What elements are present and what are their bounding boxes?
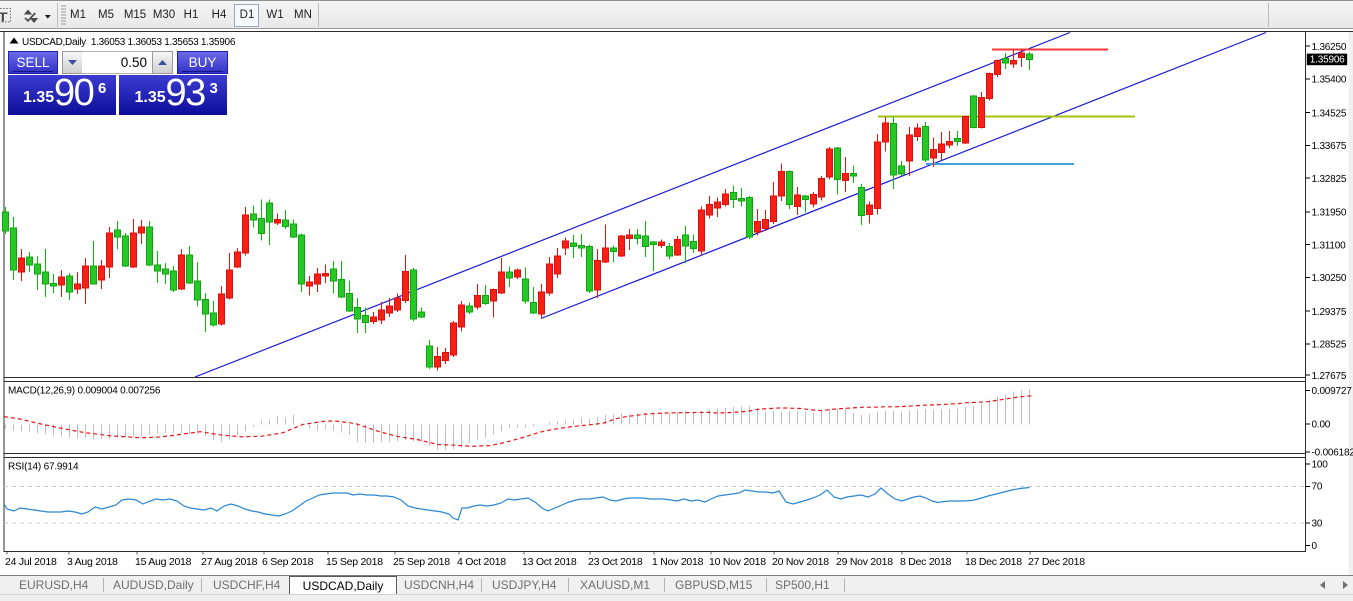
svg-text:1.30250: 1.30250 — [1312, 273, 1347, 284]
svg-text:1.33675: 1.33675 — [1312, 141, 1347, 152]
svg-text:1.35400: 1.35400 — [1312, 75, 1347, 86]
svg-text:1.28525: 1.28525 — [1312, 340, 1347, 351]
svg-text:MACD(12,26,9) 0.009004 0.00725: MACD(12,26,9) 0.009004 0.007256 — [8, 386, 161, 397]
svg-text:10 Nov 2018: 10 Nov 2018 — [709, 556, 766, 568]
svg-text:27 Dec 2018: 27 Dec 2018 — [1028, 556, 1085, 568]
svg-text:23 Oct 2018: 23 Oct 2018 — [588, 556, 643, 568]
svg-text:3 Aug 2018: 3 Aug 2018 — [67, 556, 118, 568]
svg-text:70: 70 — [1312, 482, 1323, 493]
svg-text:29 Nov 2018: 29 Nov 2018 — [836, 556, 893, 568]
svg-text:1.36250: 1.36250 — [1312, 42, 1347, 53]
svg-text:8 Dec 2018: 8 Dec 2018 — [900, 556, 952, 568]
svg-text:-0.006182: -0.006182 — [1312, 448, 1353, 459]
svg-text:4 Oct 2018: 4 Oct 2018 — [457, 556, 506, 568]
svg-text:15 Sep 2018: 15 Sep 2018 — [326, 556, 383, 568]
svg-text:25 Sep 2018: 25 Sep 2018 — [393, 556, 450, 568]
svg-text:1.35906: 1.35906 — [1310, 55, 1345, 66]
svg-text:13 Oct 2018: 13 Oct 2018 — [522, 556, 577, 568]
svg-text:0.009727: 0.009727 — [1312, 386, 1353, 397]
svg-text:USDCAD,Daily 1.36053 1.36053: USDCAD,Daily 1.36053 1.36053 1.35653 1.3… — [22, 37, 236, 48]
svg-text:30: 30 — [1312, 519, 1323, 530]
svg-text:100: 100 — [1312, 460, 1329, 471]
svg-text:18 Dec 2018: 18 Dec 2018 — [965, 556, 1022, 568]
svg-text:1.27675: 1.27675 — [1312, 371, 1347, 382]
svg-text:1.31100: 1.31100 — [1312, 240, 1347, 251]
svg-text:RSI(14) 67.9914: RSI(14) 67.9914 — [8, 462, 79, 473]
svg-text:20 Nov 2018: 20 Nov 2018 — [772, 556, 829, 568]
svg-text:1.34525: 1.34525 — [1312, 108, 1347, 119]
svg-text:0: 0 — [1312, 541, 1318, 552]
svg-text:27 Aug 2018: 27 Aug 2018 — [201, 556, 258, 568]
svg-text:24 Jul 2018: 24 Jul 2018 — [5, 556, 57, 568]
svg-text:0.00: 0.00 — [1312, 420, 1331, 431]
svg-text:6 Sep 2018: 6 Sep 2018 — [262, 556, 314, 568]
svg-text:15 Aug 2018: 15 Aug 2018 — [135, 556, 192, 568]
svg-text:1.31950: 1.31950 — [1312, 208, 1347, 219]
svg-text:1.29375: 1.29375 — [1312, 307, 1347, 318]
svg-text:1.32825: 1.32825 — [1312, 174, 1347, 185]
svg-text:1 Nov 2018: 1 Nov 2018 — [652, 556, 704, 568]
